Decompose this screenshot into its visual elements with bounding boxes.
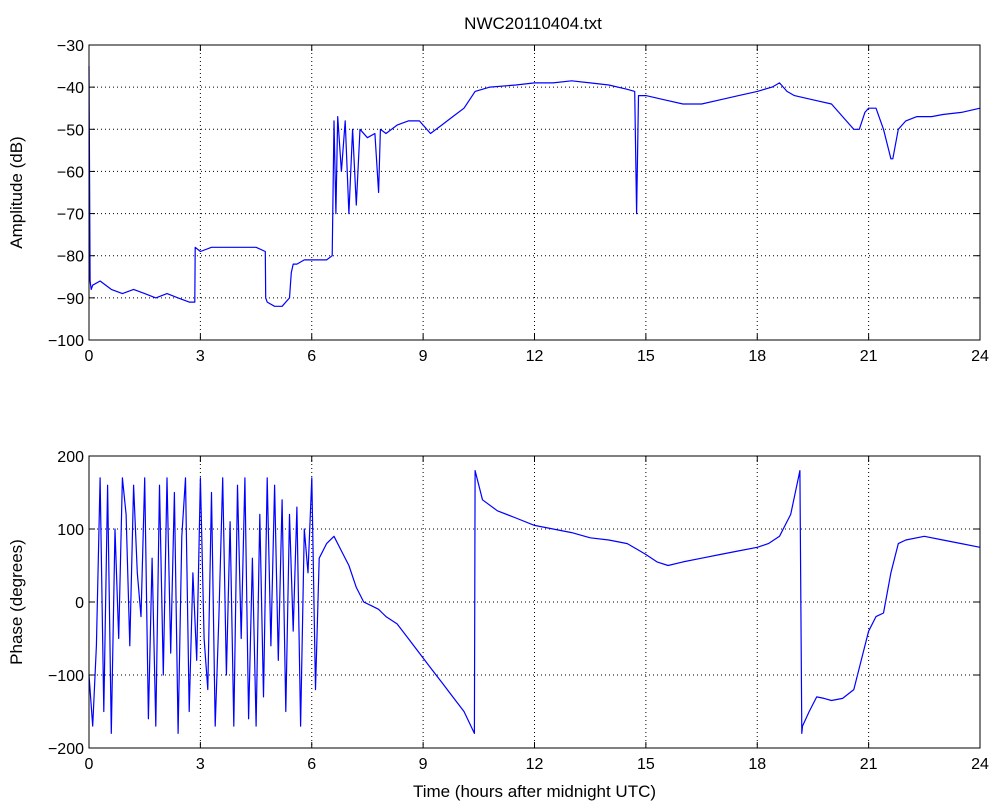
y-tick-label: −30 bbox=[57, 38, 84, 55]
x-tick-label: 6 bbox=[307, 756, 316, 773]
y-tick-label: −200 bbox=[48, 741, 84, 758]
y-tick-label: 200 bbox=[57, 449, 84, 466]
x-tick-label: 18 bbox=[748, 348, 766, 365]
x-tick-label: 0 bbox=[85, 756, 94, 773]
x-tick-label: 9 bbox=[419, 756, 428, 773]
y-tick-label: −70 bbox=[57, 207, 84, 224]
x-tick-label: 15 bbox=[637, 348, 655, 365]
x-tick-label: 21 bbox=[860, 348, 878, 365]
y-tick-label: −40 bbox=[57, 80, 84, 97]
x-tick-label: 6 bbox=[307, 348, 316, 365]
x-tick-label: 0 bbox=[85, 348, 94, 365]
y-tick-label: −60 bbox=[57, 164, 84, 181]
y-tick-label: −100 bbox=[48, 333, 84, 350]
y-axis-label: Phase (degrees) bbox=[7, 539, 26, 665]
y-tick-label: 100 bbox=[57, 522, 84, 539]
x-tick-label: 12 bbox=[526, 348, 544, 365]
x-tick-label: 21 bbox=[860, 756, 878, 773]
y-tick-label: −90 bbox=[57, 291, 84, 308]
y-axis-label: Amplitude (dB) bbox=[7, 136, 26, 248]
phase-plot: 0 3 6 9 12 15 18 21 24 200 100 0 −100 −200 Phase (degr… bbox=[7, 449, 989, 801]
x-tick-label: 3 bbox=[196, 348, 205, 365]
y-tick-label: −50 bbox=[57, 122, 84, 139]
x-tick-label: 24 bbox=[971, 756, 989, 773]
x-tick-label: 3 bbox=[196, 756, 205, 773]
x-tick-label: 9 bbox=[419, 348, 428, 365]
y-tick-label: −80 bbox=[57, 249, 84, 266]
x-tick-label: 12 bbox=[526, 756, 544, 773]
series-line bbox=[88, 470, 981, 734]
plot-area bbox=[89, 45, 980, 340]
figure-title: NWC20110404.txt bbox=[464, 14, 602, 33]
y-tick-label: 0 bbox=[75, 595, 84, 612]
x-axis-label: Time (hours after midnight UTC) bbox=[413, 782, 656, 801]
x-tick-label: 15 bbox=[637, 756, 655, 773]
x-tick-label: 18 bbox=[748, 756, 766, 773]
series-line bbox=[88, 66, 981, 307]
y-tick-label: −100 bbox=[48, 668, 84, 685]
amplitude-plot: 0 3 6 9 12 15 18 21 24 −30 −40 −50 −60 −70 −80 −90 −100 A… bbox=[7, 38, 989, 365]
x-tick-label: 24 bbox=[971, 348, 989, 365]
